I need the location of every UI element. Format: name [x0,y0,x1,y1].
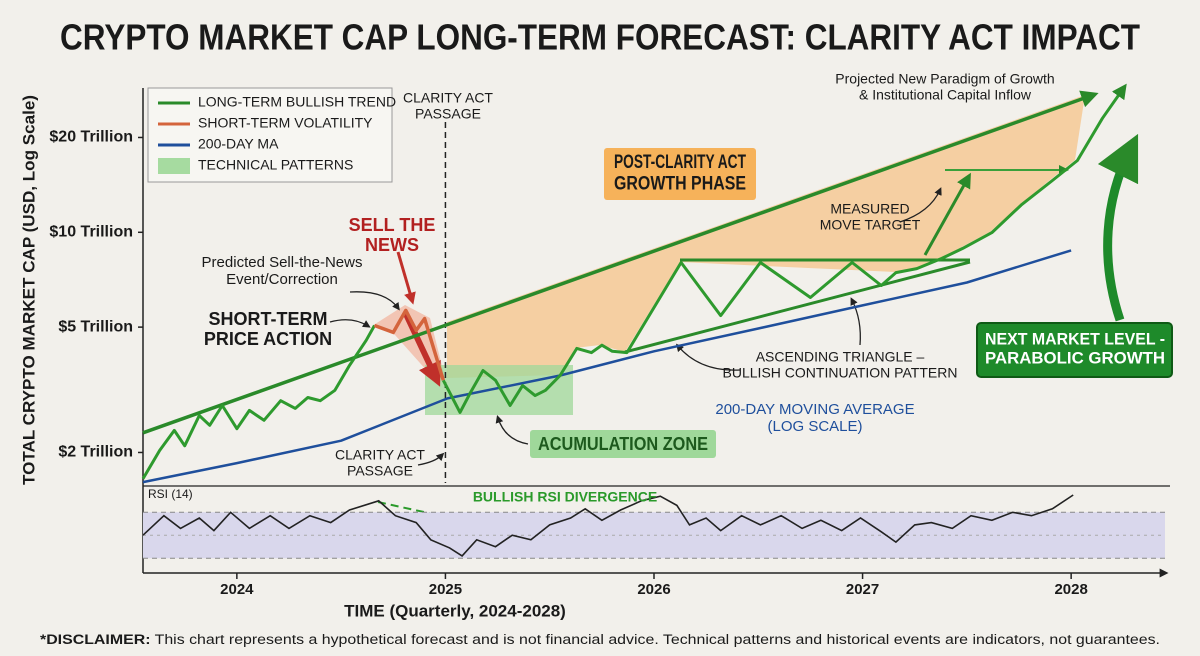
annotation: PARABOLIC GROWTH [985,349,1165,368]
callout [850,297,861,346]
annotation: CLARITY ACT [335,447,425,463]
disclaimer-lead: *DISCLAIMER: [40,632,150,647]
x-tick-label: 2027 [846,581,879,598]
series-line [373,308,445,381]
price-line [141,89,1123,480]
annotation: Event/Correction [226,271,338,288]
annotation: POST-CLARITY ACT [614,152,746,173]
annotation: & Institutional Capital Inflow [859,86,1032,102]
rsi-line [142,494,1074,557]
annotation: Predicted Sell-the-News [202,254,363,271]
annotation: MOVE TARGET [820,216,921,232]
x-tick-label: 2026 [637,581,670,598]
annotation: 200-DAY MOVING AVERAGE [715,401,914,418]
annotation: PRICE ACTION [204,329,332,349]
y-tick-label: $2 Trillion [58,444,133,461]
sell-arrow [402,310,441,387]
y-axis-label: TOTAL CRYPTO MARKET CAP (USD, Log Scale) [19,95,38,485]
annotation: SHORT-TERM [209,309,328,329]
accumulation-box [530,430,716,458]
annotation: PASSAGE [415,105,481,121]
annotation: CLARITY ACT [403,90,493,106]
annotation: (LOG SCALE) [767,418,862,435]
legend-label: TECHNICAL PATTERNS [198,157,353,173]
growth-phase-box [604,148,756,200]
annotation: NEXT MARKET LEVEL - [985,329,1165,348]
legend-label: LONG-TERM BULLISH TREND [198,94,396,110]
annotation: ASCENDING TRIANGLE – [756,349,925,365]
measured-move-arrow [923,172,971,256]
parabolic-arrow [1097,133,1139,322]
annotation: BULLISH CONTINUATION PATTERN [723,364,958,380]
callout [349,291,400,311]
triangle-bottom [624,260,971,354]
next-level-box [976,322,1173,378]
news-arrow [396,251,416,305]
annotation: PASSAGE [347,462,413,478]
callout [417,452,445,466]
callout [899,187,942,223]
annotation: NEWS [365,235,419,255]
legend-swatch [158,158,190,174]
annotation: GROWTH PHASE [614,173,746,194]
annotation: SELL THE [349,215,436,235]
x-tick-label: 2025 [429,581,462,598]
callout [329,319,371,328]
annotation: MEASURED [830,201,909,217]
y-tick-label: $10 Trillion [49,224,133,241]
rsi-label: RSI (14) [148,487,193,501]
x-tick-label: 2028 [1054,581,1087,598]
x-axis-label: TIME (Quarterly, 2024-2028) [344,601,566,620]
disclaimer-text: This chart represents a hypothetical for… [150,632,1160,647]
callout [495,415,529,445]
x-tick-label: 2024 [220,581,254,598]
legend-label: 200-DAY MA [198,136,279,152]
growth-phase-area [447,95,1085,378]
divergence-arrow [377,501,575,545]
annotation: BULLISH RSI DIVERGENCE [473,489,657,505]
annotation: Projected New Paradigm of Growth [835,71,1054,87]
legend-label: SHORT-TERM VOLATILITY [198,115,373,131]
callout [675,343,741,371]
y-tick-label: $20 Trillion [49,129,133,146]
disclaimer: *DISCLAIMER: This chart represents a hyp… [40,632,1160,647]
y-tick-label: $5 Trillion [58,318,133,335]
series-line [142,90,1099,435]
series-line [142,249,1072,484]
chart-title: CRYPTO MARKET CAP LONG-TERM FORECAST: CL… [60,17,1140,58]
annotation: ACUMULATION ZONE [538,434,708,454]
